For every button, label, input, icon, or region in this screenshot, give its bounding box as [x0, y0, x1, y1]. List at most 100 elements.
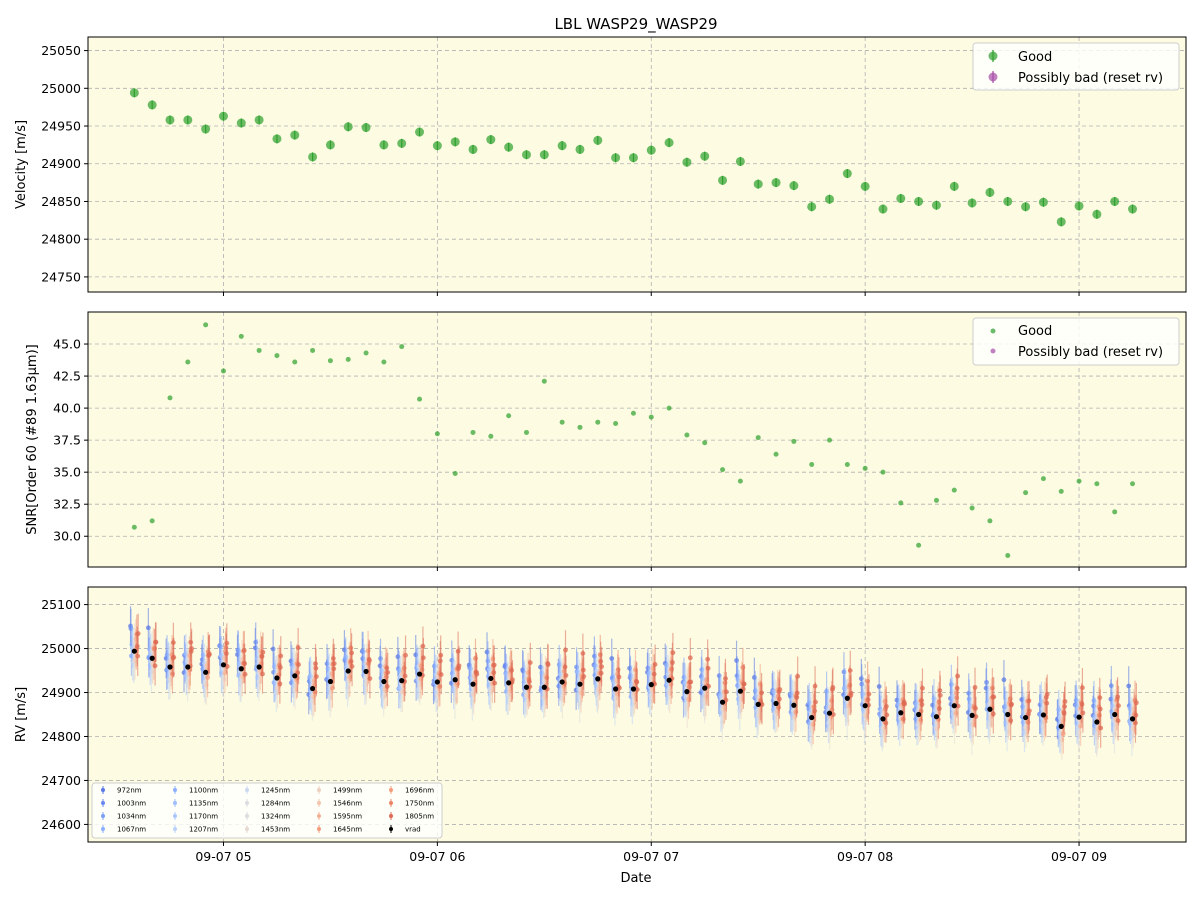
vrad-point [203, 669, 209, 675]
rv-legend-label: 1135nm [189, 800, 218, 808]
y-tick-label: 24800 [41, 232, 81, 247]
band-rv-point [385, 670, 391, 675]
vrad-point [613, 686, 619, 692]
band-rv-point [599, 664, 605, 670]
velocity-point [646, 145, 656, 155]
velocity-point [825, 194, 835, 204]
band-rv-point [1115, 694, 1121, 700]
snr-point [345, 356, 351, 362]
snr-point [399, 344, 405, 350]
snr-legend-box [972, 317, 1180, 366]
rv-legend-label: 1100nm [189, 787, 218, 795]
snr-point [630, 410, 636, 416]
velocity-point [789, 181, 799, 191]
vrad-point [149, 655, 155, 661]
velocity-point [183, 115, 193, 125]
band-rv-point [314, 674, 319, 679]
velocity-point [468, 144, 478, 154]
snr-point [755, 435, 761, 441]
band-rv-point [830, 684, 836, 690]
velocity-point [1003, 196, 1013, 206]
rv-legend-box [91, 782, 443, 839]
vrad-point [1076, 714, 1082, 720]
band-rv-point [527, 660, 533, 665]
band-rv-point [420, 655, 426, 661]
vrad-point [791, 702, 797, 708]
band-rv-point [456, 663, 462, 669]
band-rv-point [563, 647, 568, 653]
snr-point [809, 461, 815, 467]
band-rv-point [1062, 699, 1068, 704]
y-tick-label: 24950 [41, 119, 81, 134]
band-rv-point [795, 673, 801, 679]
snr-grid [88, 312, 1186, 567]
vrad-point [1005, 711, 1011, 718]
y-tick-label: 24850 [41, 194, 81, 209]
snr-point [666, 405, 672, 411]
band-rv-point [1001, 677, 1007, 683]
snr-legend: Good Possibly bad (reset rv) [972, 317, 1180, 366]
rv-legend-marker [317, 827, 321, 831]
rv-y-label: RV [m/s] [14, 687, 29, 742]
snr-point [238, 333, 244, 339]
band-rv-point [402, 673, 408, 679]
vrad-point [185, 664, 191, 670]
velocity-point [914, 196, 924, 206]
snr-point [827, 437, 833, 443]
band-rv-point [171, 654, 177, 660]
vrad-point [951, 703, 957, 709]
band-rv-point [153, 639, 159, 645]
y-tick-label: 24750 [41, 269, 81, 284]
band-rv-point [474, 671, 480, 677]
chart-title: LBL WASP29_WASP29 [554, 15, 717, 34]
velocity-point [361, 123, 371, 133]
velocity-point [575, 144, 585, 154]
snr-point [434, 431, 440, 437]
vrad-point [256, 664, 262, 670]
velocity-panel: 24750 24800 24850 24900 24950 25000 25050 Velo… [14, 36, 1187, 296]
velocity-point [201, 124, 211, 134]
snr-point [131, 524, 137, 530]
band-rv-point [848, 690, 854, 696]
velocity-legend-box [972, 42, 1180, 91]
rv-legend-marker [245, 801, 249, 805]
y-tick-label: 32.5 [53, 497, 81, 512]
vrad-point [470, 681, 476, 687]
velocity-point [628, 153, 638, 163]
snr-point [381, 359, 387, 365]
rv-legend-label: 1453nm [261, 826, 290, 834]
y-tick-label: 24700 [41, 773, 81, 788]
velocity-point [967, 198, 977, 208]
velocity-point [753, 179, 763, 189]
velocity-point [878, 204, 888, 214]
band-rv-point [741, 681, 747, 687]
snr-point [577, 424, 583, 430]
velocity-point [985, 187, 995, 197]
vrad-point [826, 710, 833, 716]
snr-point [987, 518, 993, 524]
rv-legend-marker [245, 827, 249, 831]
band-rv-point [920, 685, 925, 691]
snr-point [363, 350, 369, 356]
snr-point [1040, 476, 1046, 482]
snr-points [131, 322, 1136, 558]
velocity-grid [88, 37, 1186, 292]
band-rv-point [991, 694, 997, 700]
vrad-point [1129, 716, 1136, 722]
rv-legend-marker [101, 801, 105, 805]
rv-legend-label: vrad [405, 826, 421, 834]
velocity-point [539, 150, 549, 160]
y-tick-label: 30.0 [53, 529, 81, 544]
velocity-y-label: Velocity [m/s] [14, 120, 29, 209]
velocity-legend: Good Possibly bad (reset rv) [972, 42, 1180, 91]
band-rv-point [937, 692, 943, 698]
rv-legend-label: 1499nm [333, 787, 362, 795]
snr-point [862, 465, 868, 471]
velocity-point [1021, 202, 1031, 212]
snr-point [791, 438, 797, 444]
rv-legend-label: 1067nm [117, 826, 146, 834]
vrad-point [381, 678, 387, 685]
band-rv-point [1116, 703, 1121, 709]
vrad-point [1022, 714, 1029, 721]
